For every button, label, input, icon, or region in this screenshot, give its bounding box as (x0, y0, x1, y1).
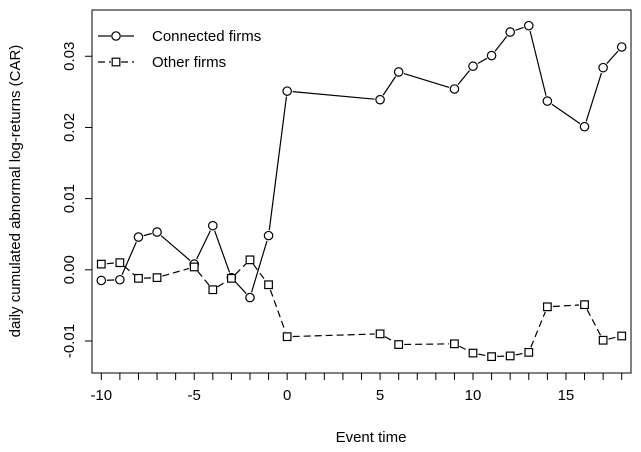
other-line-segment (384, 336, 395, 343)
other-point (505, 351, 515, 361)
other-point (282, 332, 292, 342)
connected-line-segment (382, 76, 397, 96)
connected-point (486, 50, 497, 61)
other-line-segment (123, 265, 135, 276)
connected-point (616, 42, 627, 52)
other-line-segment (586, 309, 602, 336)
connected-line-segment (160, 235, 191, 261)
connected-point (263, 230, 274, 241)
other-point (245, 255, 255, 265)
other-point (152, 273, 162, 283)
connected-point (542, 96, 553, 106)
y-axis-label: daily cumulated abnormal log-returns (CA… (7, 45, 24, 338)
connected-point (115, 274, 125, 285)
connected-point (579, 121, 590, 132)
x-axis: -10 -5 0 5 10 15 (90, 373, 623, 404)
x-tick-label: 15 (558, 387, 575, 404)
other-point (617, 331, 627, 341)
connected-point (375, 94, 385, 105)
other-point (226, 273, 236, 283)
other-point (450, 339, 459, 349)
connected-line-segment (403, 72, 450, 88)
x-axis-label: Event time (336, 429, 407, 446)
connected-line-segment (585, 72, 603, 122)
other-point (598, 335, 608, 345)
other-point (115, 258, 125, 268)
connected-line-segment (606, 50, 619, 64)
connected-line-segment (268, 96, 288, 231)
legend-label: Connected firms (152, 28, 261, 45)
other-point (264, 280, 273, 290)
other-line-segment (234, 263, 247, 275)
connected-line-segment (250, 240, 268, 293)
other-point (487, 352, 497, 362)
y-tick-label: 0.02 (61, 113, 78, 142)
connected-line-segment (121, 241, 137, 275)
other-line-segment (530, 311, 546, 348)
other-line-segment (269, 289, 286, 332)
connected-line-segment (529, 30, 547, 96)
connected-line-segment (551, 103, 581, 125)
other-point (208, 285, 218, 295)
y-axis: -0.01 0.00 0.01 0.02 0.03 (61, 42, 92, 358)
connected-point (208, 220, 218, 231)
x-tick-label: 10 (465, 387, 482, 404)
other-line-segment (292, 333, 375, 338)
y-tick-label: 0.03 (61, 42, 78, 71)
connected-point (152, 227, 162, 237)
other-point (134, 273, 143, 283)
connected-line-segment (292, 91, 375, 100)
connected-point (505, 27, 515, 37)
connected-point (393, 67, 404, 77)
other-line-segment (404, 343, 449, 346)
connected-point (282, 86, 292, 96)
other-point (542, 302, 552, 312)
legend-label: Other firms (152, 54, 226, 71)
connected-point (133, 232, 144, 242)
other-line-segment (197, 270, 210, 286)
other-point (394, 340, 404, 349)
other-point (524, 347, 534, 357)
other-line-segment (106, 262, 115, 265)
legend: Connected firms Other firms (98, 28, 261, 71)
connected-line-segment (234, 281, 247, 294)
other-point (468, 348, 478, 358)
other-line-segment (217, 280, 228, 288)
other-line-segment (515, 352, 524, 356)
connected-point (598, 62, 608, 73)
x-tick-label: -5 (188, 387, 201, 404)
other-point (96, 259, 106, 269)
other-line-segment (252, 263, 266, 281)
other-line-segment (608, 336, 617, 340)
y-tick-label: -0.01 (61, 324, 78, 358)
other-point (375, 329, 385, 339)
connected-line-segment (477, 57, 488, 65)
connected-line-segment (214, 230, 231, 273)
other-line-segment (552, 304, 580, 308)
legend-square-marker (111, 57, 121, 67)
y-tick-label: 0.00 (61, 255, 78, 284)
connected-line-segment (196, 230, 211, 260)
other-line-segment (162, 267, 190, 277)
other-point (189, 262, 199, 272)
x-tick-label: 5 (376, 387, 384, 404)
connected-line-segment (457, 70, 471, 86)
other-line-segment (478, 353, 487, 357)
other-line-segment (459, 345, 469, 352)
x-tick-label: 0 (283, 387, 291, 404)
connected-point (468, 61, 478, 72)
connected-point (96, 275, 107, 286)
connected-point (245, 292, 255, 303)
connected-point (449, 84, 460, 94)
connected-point (523, 20, 534, 31)
connected-line-segment (143, 232, 152, 237)
legend-circle-marker (111, 31, 121, 41)
y-tick-label: 0.01 (61, 184, 78, 213)
other-point (580, 300, 589, 310)
connected-line-segment (515, 26, 524, 31)
connected-line-segment (494, 36, 508, 52)
x-tick-label: -10 (90, 387, 112, 404)
